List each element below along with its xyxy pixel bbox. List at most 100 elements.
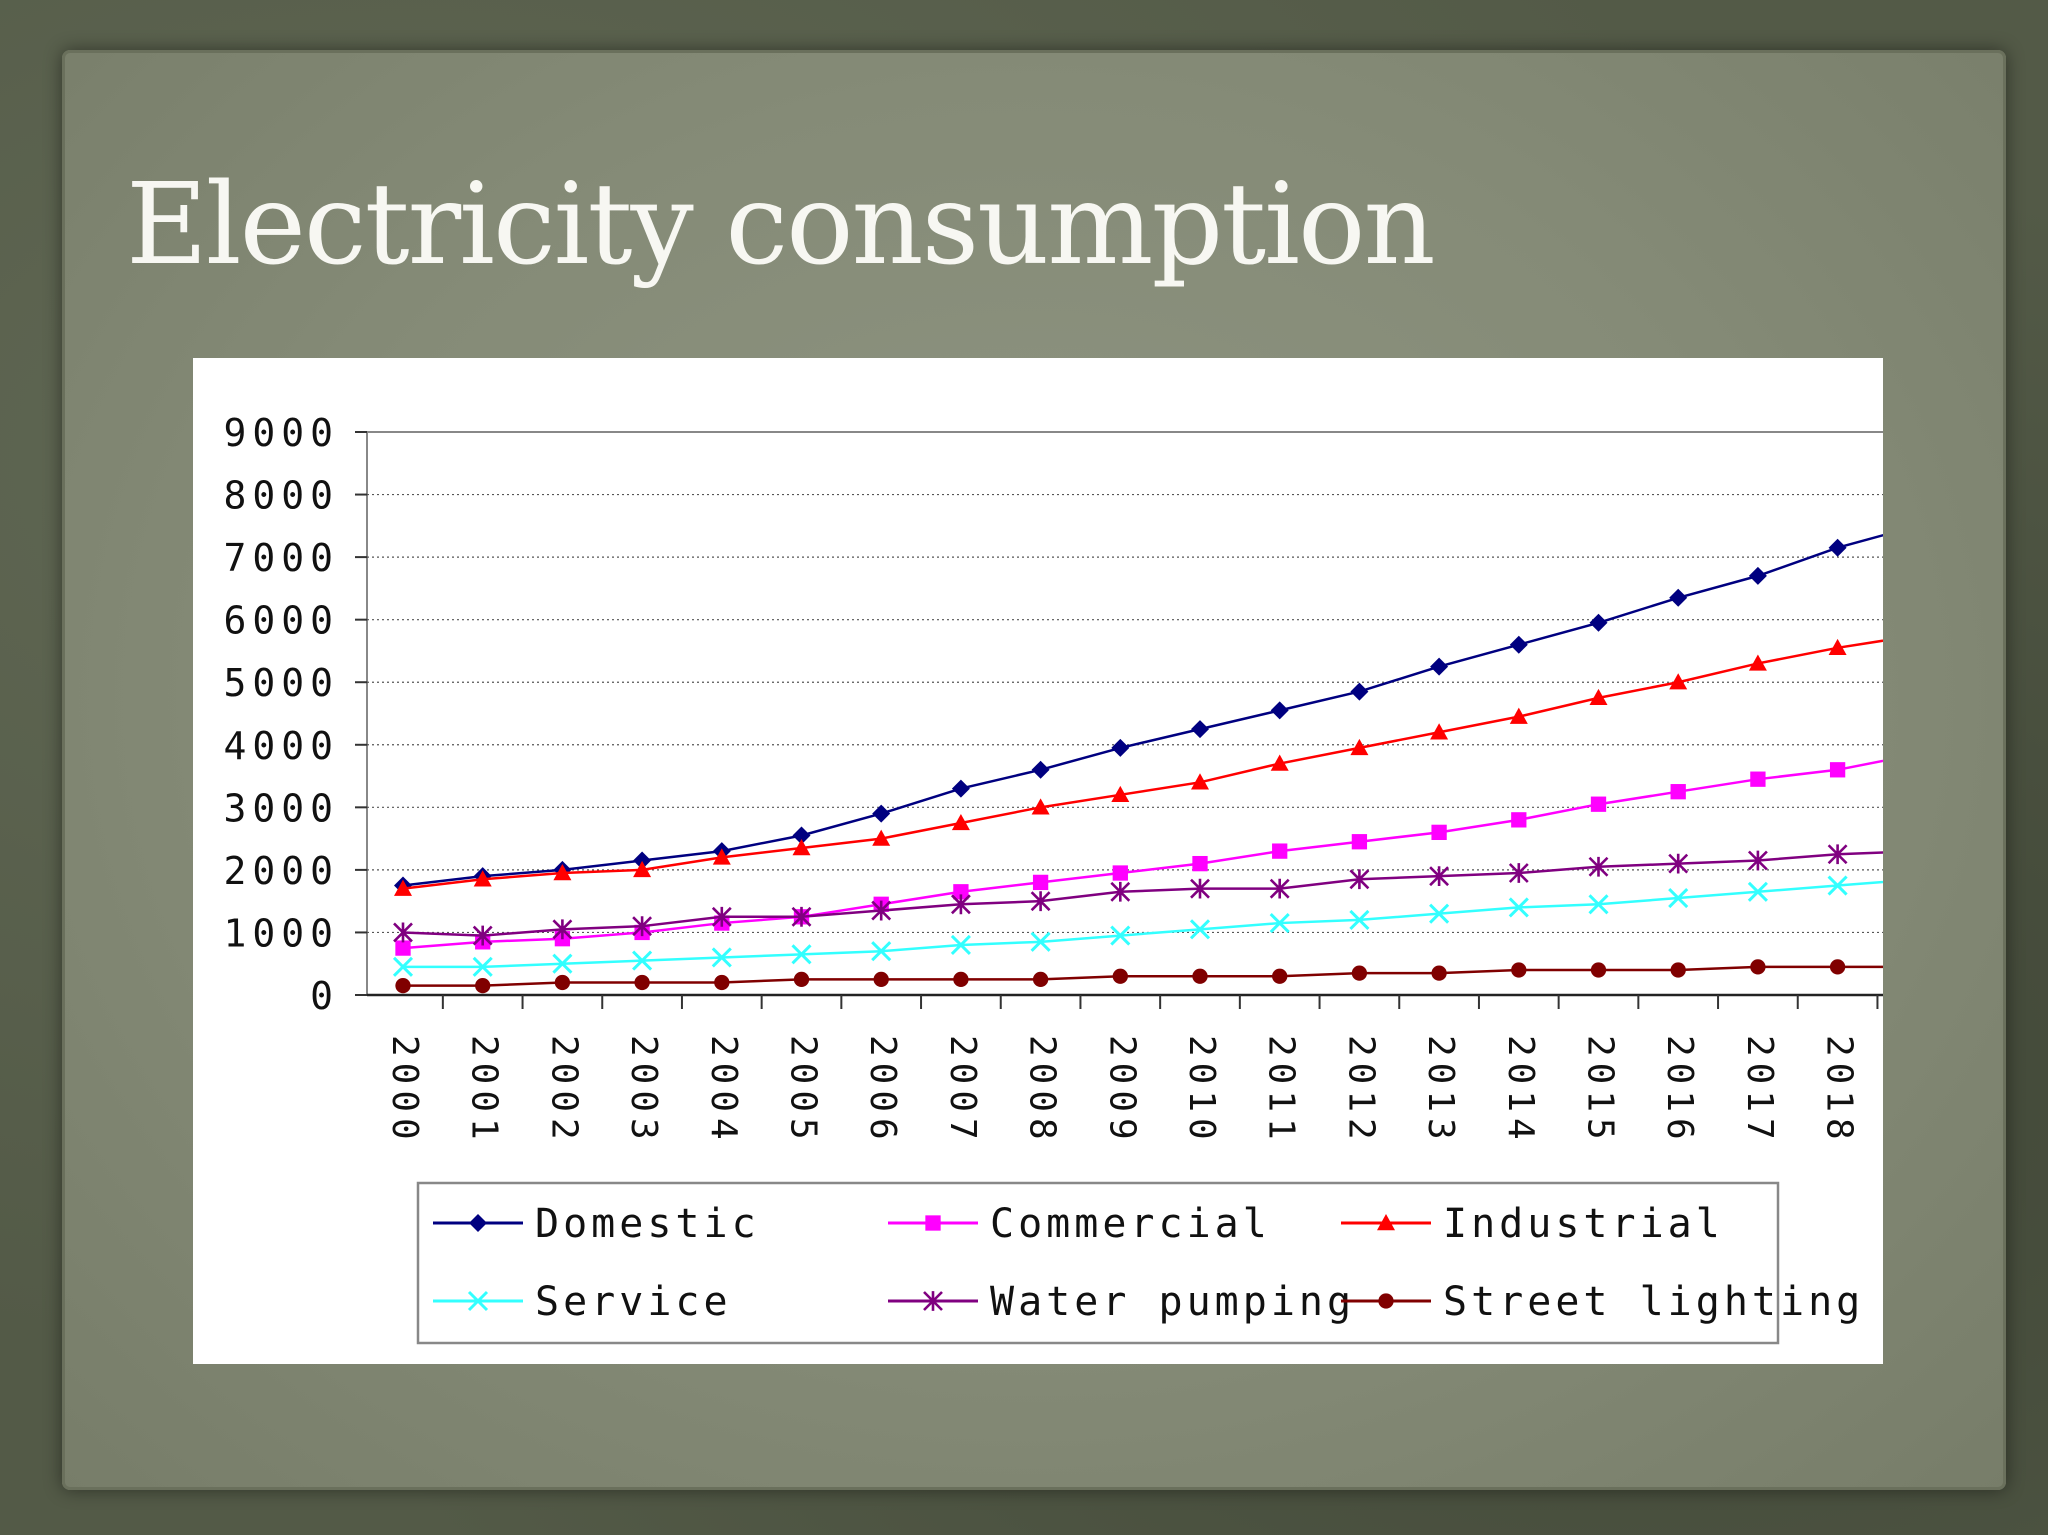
data-point [1110,881,1131,902]
data-point [395,940,411,956]
y-tick-label: 7000 [223,536,339,580]
legend-frame [416,1181,1780,1345]
data-point [951,779,970,798]
legend-label: Street lighting [1443,1279,1864,1325]
data-point [1669,588,1688,607]
legend-item: Commercial [888,1201,1267,1247]
data-point [792,838,811,856]
x-tick-label: 2012 [1340,1035,1381,1146]
data-point [1269,878,1290,899]
data-point [1429,903,1450,924]
x-tick-label: 2013 [1420,1035,1461,1146]
legend-label: Service [535,1279,732,1325]
chart-container: 0 1000 2000 3000 4000 5000 6000 7000 8000 9000 200… [193,358,1883,1364]
legend: Domestic Commercial Industrial Service Water… [416,1181,1864,1345]
x-tick-label: 2001 [464,1035,505,1146]
data-point [1431,965,1447,981]
data-point [1189,919,1211,940]
data-point [395,977,411,994]
data-point [950,934,971,956]
data-point [1829,762,1846,778]
y-tick-label: 1000 [223,911,339,955]
data-point [392,956,414,977]
x-tick-label: 2006 [862,1035,903,1146]
data-point [1588,894,1609,915]
data-point [1430,723,1449,740]
legend-label: Industrial [1443,1201,1724,1247]
data-point [1032,874,1049,891]
axes: 0 1000 2000 3000 4000 5000 6000 7000 8000 9000 200… [223,411,1883,1146]
data-point [793,971,810,988]
data-point [1192,968,1208,984]
data-point [953,884,969,900]
data-point [1030,891,1051,912]
data-point [1111,738,1130,757]
data-point [1351,965,1368,981]
data-point [1828,538,1847,557]
data-point [950,894,971,915]
data-point [1747,850,1768,871]
y-tick-label: 0 [310,974,339,1018]
data-point [632,916,653,937]
data-point [953,971,969,988]
data-point [1191,773,1209,790]
data-point [552,919,573,940]
data-point [473,870,492,887]
data-point [1508,863,1529,883]
data-point [712,848,731,865]
x-tick-label: 2010 [1181,1035,1222,1146]
data-point [791,944,812,965]
data-point [1430,657,1449,676]
x-tick-label: 2018 [1819,1035,1860,1146]
x-tick-label: 2011 [1261,1035,1302,1146]
slide-title: Electricity consumption [126,160,1436,290]
series-industrial [394,638,1883,896]
x-tick-label: 2016 [1659,1035,1700,1146]
data-point [1669,673,1688,690]
legend-item: Industrial [1341,1201,1724,1247]
data-point [1110,925,1131,946]
data-point [1191,720,1209,739]
data-point [1350,738,1369,756]
x-tick-label: 2009 [1101,1035,1142,1146]
data-point [1509,707,1528,724]
data-point [1111,785,1130,803]
y-tick-label: 2000 [223,849,339,893]
data-point [714,974,730,991]
y-tick-label: 3000 [223,786,339,830]
legend-marker [1378,1293,1394,1309]
data-point [1349,909,1370,930]
data-point [1828,638,1847,656]
series-street-lighting [395,959,1883,994]
data-point [1750,959,1766,975]
data-point [872,829,891,846]
x-tick-label: 2005 [783,1035,824,1146]
x-tick-label: 2015 [1580,1035,1621,1146]
data-point [1589,688,1608,706]
series-lines [392,533,1883,994]
series-water-pumping [393,844,1883,946]
data-point [1509,635,1528,654]
data-point [1750,771,1766,787]
data-point [1192,855,1208,872]
data-point [1508,897,1529,918]
data-point [1431,824,1447,841]
data-point [1030,931,1051,952]
legend-item: Service [433,1279,732,1325]
data-point [951,813,970,831]
data-point [1670,784,1686,800]
data-point [472,956,493,977]
legend-marker [469,1214,487,1232]
data-point [1032,971,1049,988]
data-point [792,826,811,845]
data-point [1589,613,1608,632]
data-point [711,906,732,927]
data-point [1590,962,1607,978]
x-tick-label: 2008 [1022,1035,1063,1146]
data-point [1827,844,1848,865]
data-point [1829,959,1846,975]
data-point [1827,875,1848,896]
data-point [1511,962,1527,978]
data-point [1031,760,1050,779]
legend-marker [923,1291,943,1311]
